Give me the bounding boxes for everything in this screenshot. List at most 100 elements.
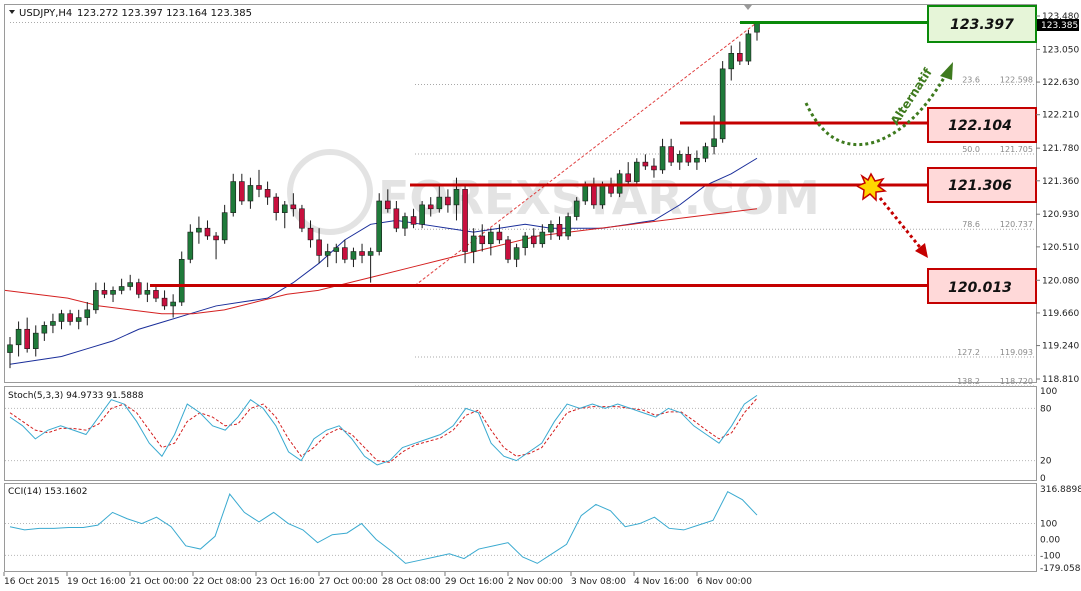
candle: [427, 197, 434, 217]
fib-pct-label: 50.0: [962, 145, 980, 154]
time-axis: 16 Oct 2015 19 Oct 16:00 21 Oct 00:00 22 Oc…: [3, 572, 752, 587]
candle-body: [453, 189, 460, 206]
price-tick-label: 120.510: [1042, 243, 1079, 253]
candle-body: [427, 204, 434, 210]
candle-body: [539, 231, 546, 245]
watermark-text: FOREXSTAR.COM: [378, 171, 820, 225]
fib-pct-label: 78.6: [962, 220, 980, 229]
candle-body: [135, 282, 142, 295]
candle-body: [239, 181, 245, 202]
candle: [204, 220, 211, 240]
time-tick-label: 29 Oct 16:00: [445, 577, 504, 587]
stoch-tick-label: 80: [1040, 404, 1052, 414]
price-tick-label: 123.480: [1042, 12, 1079, 22]
candle: [642, 154, 649, 170]
candle: [32, 325, 39, 357]
time-tick-label: 22 Oct 08:00: [193, 577, 252, 587]
candle: [513, 243, 520, 268]
candle: [324, 243, 331, 268]
candle-body: [625, 173, 632, 182]
time-tick-label: 6 Nov 00:00: [697, 577, 752, 587]
candle: [702, 142, 709, 163]
candle: [462, 185, 468, 264]
candle: [530, 228, 537, 248]
candle-body: [58, 313, 65, 322]
cci-tick-label: 100: [1040, 520, 1057, 530]
candle-body: [436, 196, 443, 210]
candle-body: [548, 224, 554, 233]
support-box[interactable]: 120.013: [927, 268, 1037, 304]
watermark-logo-icon: [287, 149, 373, 235]
candle: [15, 321, 22, 357]
candle: [221, 204, 228, 244]
stoch-tick-label: 20: [1040, 457, 1052, 467]
ohlc-readout: 123.272 123.397 123.164 123.385: [77, 8, 252, 19]
price-axis[interactable]: 123.480 123.050 122.630 122.210 121.780 121.3…: [1036, 12, 1079, 385]
candle-body: [161, 297, 168, 307]
candle-body: [642, 161, 649, 167]
candle-body: [350, 251, 357, 260]
candle: [359, 243, 365, 264]
alternative-arrow: [804, 75, 947, 147]
candles: [7, 22, 760, 369]
fib-price-label: 120.737: [1000, 220, 1033, 229]
candle-body: [694, 157, 700, 163]
candle: [256, 169, 262, 198]
candle: [213, 232, 219, 260]
candle: [161, 290, 168, 310]
support-label: 120.013: [948, 280, 1012, 296]
candle: [273, 193, 279, 221]
level1-label: 122.104: [948, 118, 1012, 134]
stoch-tick-label: 100: [1040, 387, 1057, 397]
candle: [668, 138, 674, 167]
candle-body: [187, 231, 194, 260]
candle: [505, 235, 511, 264]
cci-line: [9, 491, 758, 564]
candle: [522, 232, 528, 256]
candle: [316, 228, 322, 264]
level2-box[interactable]: 121.306: [927, 167, 1037, 203]
candle-body: [144, 290, 151, 295]
shift-marker-icon[interactable]: [744, 5, 752, 10]
candle: [419, 200, 425, 229]
candle-body: [737, 53, 743, 62]
candle-body: [488, 231, 494, 245]
candle-body: [281, 204, 288, 213]
candle-body: [333, 247, 340, 252]
candle: [565, 212, 571, 240]
candle-body: [462, 189, 468, 252]
candle-body: [247, 185, 254, 202]
candle-body: [41, 325, 48, 334]
level1-box[interactable]: 122.104: [927, 107, 1037, 143]
dropdown-arrow-icon[interactable]: [9, 10, 15, 14]
candle: [376, 193, 383, 256]
candle: [728, 45, 735, 81]
candle-body: [633, 161, 640, 182]
price-tick-label: 122.630: [1042, 78, 1079, 88]
candle-body: [7, 344, 13, 353]
cci-tick-label: -179.0584: [1040, 564, 1081, 574]
watermark: FOREXSTAR.COM: [287, 149, 820, 235]
breakdown-arrow: [878, 197, 925, 252]
candle-body: [384, 200, 391, 210]
resistance-box[interactable]: 123.397: [927, 5, 1037, 43]
candle: [144, 282, 151, 303]
candle: [170, 294, 176, 318]
candle: [230, 173, 237, 217]
candle: [556, 216, 563, 240]
candle: [299, 204, 305, 233]
price-tick-label: 120.080: [1042, 276, 1079, 286]
candle-body: [728, 53, 735, 70]
candle: [50, 313, 56, 334]
time-tick-label: 27 Oct 00:00: [319, 577, 378, 587]
candle-body: [93, 290, 99, 311]
candle-body: [522, 235, 528, 248]
candle: [625, 162, 632, 186]
candle-body: [651, 165, 657, 171]
price-tick-label: 121.780: [1042, 144, 1079, 154]
stoch-tick-label: 0: [1040, 474, 1046, 484]
candle-body: [582, 185, 589, 202]
candle-body: [32, 332, 39, 349]
candle-body: [754, 23, 760, 33]
candle: [745, 29, 752, 65]
